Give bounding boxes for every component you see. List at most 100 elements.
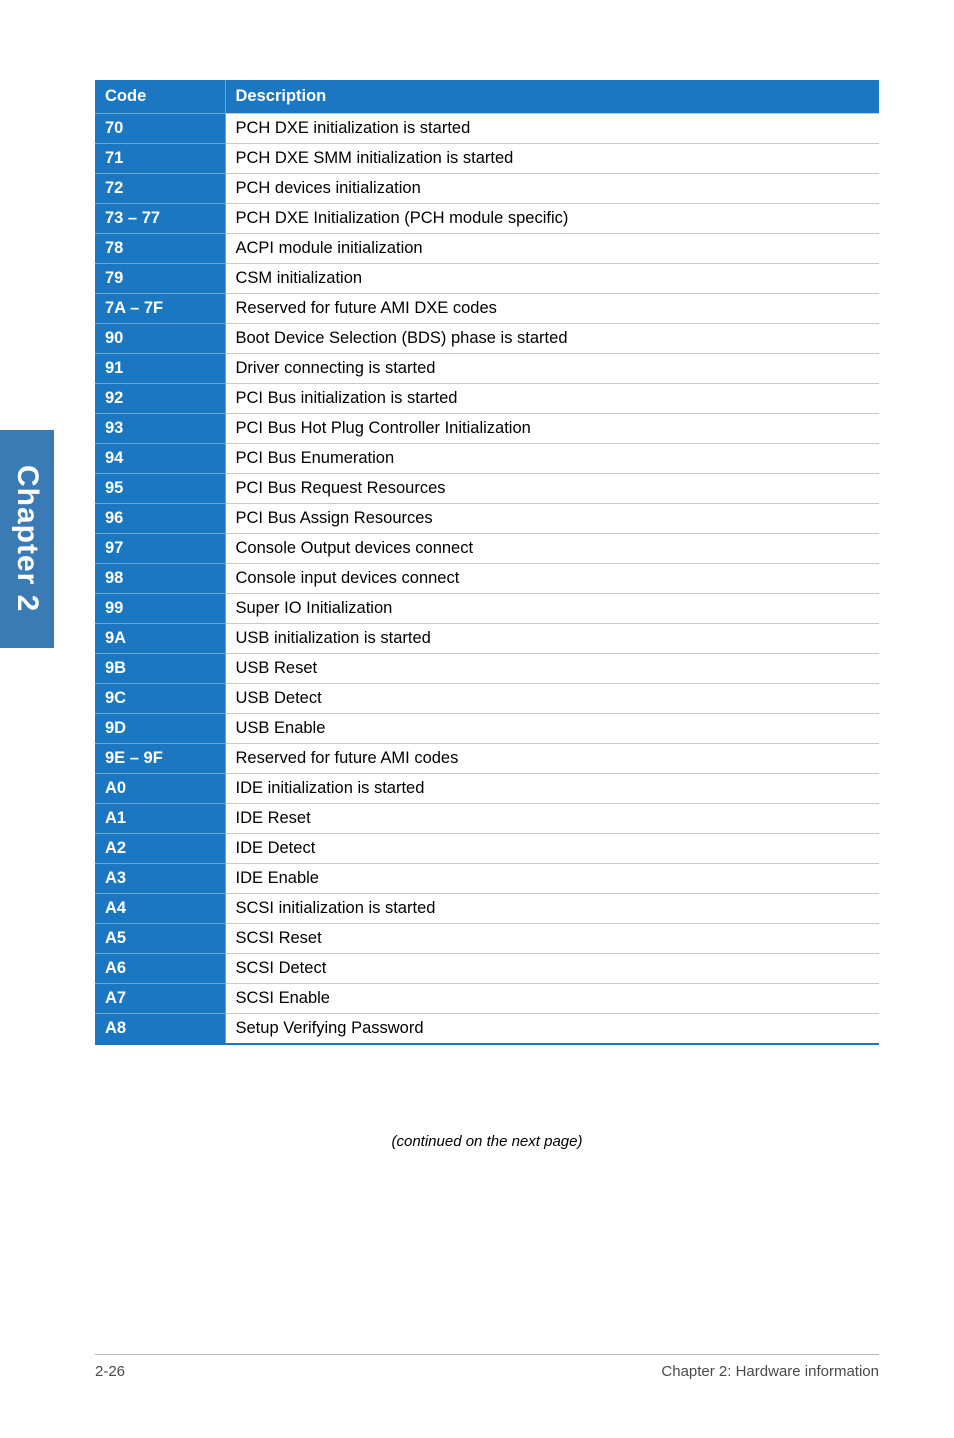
description-cell: Boot Device Selection (BDS) phase is sta… [225,324,879,354]
table-row: 9DUSB Enable [95,714,879,744]
code-cell: 7A – 7F [95,294,225,324]
code-cell: 9C [95,684,225,714]
description-cell: Reserved for future AMI DXE codes [225,294,879,324]
table-row: A6SCSI Detect [95,954,879,984]
table-row: A0IDE initialization is started [95,774,879,804]
description-cell: USB Enable [225,714,879,744]
code-cell: 9D [95,714,225,744]
description-cell: Console input devices connect [225,564,879,594]
description-cell: USB initialization is started [225,624,879,654]
table-row: 92PCI Bus initialization is started [95,384,879,414]
description-cell: PCI Bus Enumeration [225,444,879,474]
code-cell: 71 [95,144,225,174]
description-cell: Super IO Initialization [225,594,879,624]
table-row: 97Console Output devices connect [95,534,879,564]
description-cell: SCSI Reset [225,924,879,954]
table-row: 9E – 9FReserved for future AMI codes [95,744,879,774]
description-cell: PCH devices initialization [225,174,879,204]
code-cell: 9E – 9F [95,744,225,774]
code-cell: A1 [95,804,225,834]
table-row: 93PCI Bus Hot Plug Controller Initializa… [95,414,879,444]
table-row: A5SCSI Reset [95,924,879,954]
code-cell: 9B [95,654,225,684]
code-cell: 70 [95,114,225,144]
code-cell: 99 [95,594,225,624]
table-row: 91Driver connecting is started [95,354,879,384]
table-row: 9AUSB initialization is started [95,624,879,654]
description-cell: USB Detect [225,684,879,714]
continued-note: (continued on the next page) [95,1133,879,1150]
code-cell: A2 [95,834,225,864]
table-row: 9CUSB Detect [95,684,879,714]
code-cell: 93 [95,414,225,444]
description-cell: Setup Verifying Password [225,1014,879,1045]
code-cell: A4 [95,894,225,924]
description-cell: IDE initialization is started [225,774,879,804]
table-row: 94PCI Bus Enumeration [95,444,879,474]
code-cell: 78 [95,234,225,264]
page-footer: 2-26 Chapter 2: Hardware information [95,1354,879,1380]
header-description: Description [225,80,879,114]
description-cell: CSM initialization [225,264,879,294]
table-row: 96PCI Bus Assign Resources [95,504,879,534]
description-cell: SCSI Enable [225,984,879,1014]
table-row: 79CSM initialization [95,264,879,294]
code-cell: 98 [95,564,225,594]
description-cell: ACPI module initialization [225,234,879,264]
table-row: A4SCSI initialization is started [95,894,879,924]
codes-table: Code Description 70PCH DXE initializatio… [95,80,879,1045]
description-cell: Driver connecting is started [225,354,879,384]
description-cell: Console Output devices connect [225,534,879,564]
chapter-tab-label: Chapter 2 [10,465,44,612]
description-cell: IDE Detect [225,834,879,864]
code-cell: 79 [95,264,225,294]
footer-page-number: 2-26 [95,1363,125,1380]
code-cell: A6 [95,954,225,984]
code-cell: 90 [95,324,225,354]
code-cell: A5 [95,924,225,954]
footer-chapter-title: Chapter 2: Hardware information [661,1363,879,1380]
code-cell: 97 [95,534,225,564]
code-cell: 96 [95,504,225,534]
table-row: A8Setup Verifying Password [95,1014,879,1045]
header-code: Code [95,80,225,114]
page-content: Code Description 70PCH DXE initializatio… [0,0,954,1150]
code-cell: A7 [95,984,225,1014]
table-row: 71PCH DXE SMM initialization is started [95,144,879,174]
description-cell: PCI Bus initialization is started [225,384,879,414]
code-cell: 72 [95,174,225,204]
code-cell: 95 [95,474,225,504]
code-cell: A8 [95,1014,225,1045]
description-cell: Reserved for future AMI codes [225,744,879,774]
description-cell: IDE Enable [225,864,879,894]
description-cell: PCI Bus Assign Resources [225,504,879,534]
description-cell: PCI Bus Hot Plug Controller Initializati… [225,414,879,444]
code-cell: A0 [95,774,225,804]
code-cell: 92 [95,384,225,414]
description-cell: SCSI Detect [225,954,879,984]
table-row: A2IDE Detect [95,834,879,864]
description-cell: PCH DXE SMM initialization is started [225,144,879,174]
description-cell: USB Reset [225,654,879,684]
description-cell: PCI Bus Request Resources [225,474,879,504]
table-row: 78ACPI module initialization [95,234,879,264]
table-row: 72PCH devices initialization [95,174,879,204]
table-row: 95PCI Bus Request Resources [95,474,879,504]
table-row: 73 – 77PCH DXE Initialization (PCH modul… [95,204,879,234]
table-row: 9BUSB Reset [95,654,879,684]
description-cell: PCH DXE initialization is started [225,114,879,144]
code-cell: 91 [95,354,225,384]
code-cell: 73 – 77 [95,204,225,234]
table-row: 90Boot Device Selection (BDS) phase is s… [95,324,879,354]
table-row: A7SCSI Enable [95,984,879,1014]
code-cell: 94 [95,444,225,474]
table-row: 98Console input devices connect [95,564,879,594]
code-cell: A3 [95,864,225,894]
table-row: 70PCH DXE initialization is started [95,114,879,144]
description-cell: IDE Reset [225,804,879,834]
description-cell: SCSI initialization is started [225,894,879,924]
description-cell: PCH DXE Initialization (PCH module speci… [225,204,879,234]
code-cell: 9A [95,624,225,654]
table-row: 7A – 7FReserved for future AMI DXE codes [95,294,879,324]
table-row: A1IDE Reset [95,804,879,834]
